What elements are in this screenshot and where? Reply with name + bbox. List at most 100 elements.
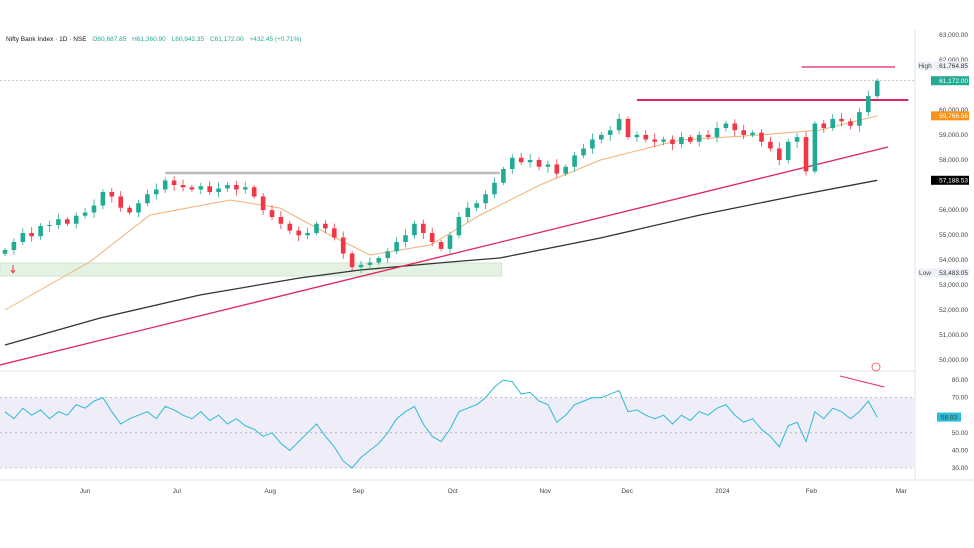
- down-arrow-icon: [10, 265, 16, 274]
- candle: [616, 118, 622, 131]
- time-tick-label: Feb: [806, 488, 818, 495]
- candle: [332, 228, 337, 238]
- candle: [340, 237, 346, 254]
- candle: [225, 185, 230, 189]
- candle: [652, 139, 657, 142]
- price-tick-label: 58,000.00: [939, 157, 968, 164]
- candle: [376, 258, 382, 263]
- candle: [2, 250, 8, 254]
- candle: [581, 148, 586, 156]
- rsi-tick-label: 40.00: [952, 447, 969, 454]
- candle: [874, 80, 880, 97]
- candle: [679, 137, 684, 144]
- candle: [198, 186, 204, 190]
- price-tick-label: 55,000.00: [939, 232, 968, 239]
- candle: [830, 118, 835, 128]
- price-tick-label: 52,000.00: [939, 307, 968, 314]
- candle: [599, 134, 604, 140]
- ma-slow-badge: 57,188.53: [939, 178, 968, 185]
- candle: [358, 264, 364, 268]
- last-price-badge: 61,172.00: [939, 78, 968, 85]
- candle: [171, 180, 177, 185]
- candle: [234, 185, 239, 190]
- candle: [438, 242, 444, 249]
- open-value: O60,687.85: [92, 36, 127, 43]
- time-tick-label: Jul: [173, 488, 182, 495]
- ma-fast-badge: 59,766.56: [939, 113, 968, 120]
- candle: [750, 132, 755, 135]
- candle: [554, 164, 560, 174]
- price-tick-label: 63,000.00: [939, 32, 968, 39]
- candle: [688, 137, 693, 142]
- candle: [385, 251, 390, 258]
- rsi-tick-label: 50.00: [952, 430, 969, 437]
- rising-trendline: [0, 146, 889, 366]
- candle: [670, 139, 675, 144]
- candle: [510, 157, 515, 169]
- candle: [207, 186, 212, 192]
- candle: [216, 188, 221, 192]
- price-tick-label: 56,000.00: [939, 207, 968, 214]
- close-value: C61,172.00: [209, 36, 244, 43]
- candle: [323, 223, 328, 229]
- candle: [73, 215, 79, 224]
- candle: [180, 185, 186, 188]
- price-tick-label: 60,000.00: [939, 107, 968, 114]
- candle: [296, 230, 301, 236]
- candle: [501, 169, 506, 183]
- candle: [643, 134, 649, 140]
- high-badge-tag: High: [918, 63, 932, 70]
- price-tick-label: 59,000.00: [939, 132, 968, 139]
- ma-slow-line: [4, 179, 878, 346]
- rsi-tick-label: 30.00: [952, 465, 969, 472]
- event-flag-icon: [871, 362, 881, 372]
- rsi-tick-label: 80.00: [952, 377, 969, 384]
- candle: [857, 112, 862, 126]
- candle: [518, 157, 524, 163]
- candle: [732, 123, 738, 131]
- candle: [777, 148, 782, 160]
- candle: [65, 219, 70, 224]
- candle: [20, 233, 26, 242]
- demand-zone: [0, 262, 503, 277]
- high-badge-bg: [931, 61, 969, 71]
- time-tick-label: Dec: [621, 488, 633, 495]
- candle: [465, 207, 471, 217]
- rsi-line: [4, 379, 878, 469]
- candle: [82, 212, 88, 216]
- candle: [590, 139, 595, 149]
- candle: [803, 137, 809, 172]
- candle: [492, 182, 497, 195]
- candle: [305, 233, 310, 236]
- candle: [545, 164, 551, 167]
- price-tick-label: 50,000.00: [939, 357, 968, 364]
- candle: [100, 192, 106, 206]
- candle: [47, 225, 52, 226]
- candle: [759, 132, 764, 142]
- candle: [456, 217, 462, 236]
- candle: [154, 189, 159, 195]
- low-badge-tag-bg: [918, 268, 932, 278]
- symbol-title: Nifty Bank Index · 1D · NSE: [6, 36, 87, 43]
- candle: [848, 121, 853, 126]
- ma-fast-badge-bg: [931, 111, 969, 121]
- time-tick-label: Jun: [80, 488, 91, 495]
- high-value: H61,360.90: [132, 36, 166, 43]
- candle: [572, 155, 577, 167]
- candle: [91, 205, 97, 213]
- candle: [412, 223, 417, 236]
- candle: [447, 235, 453, 249]
- candle: [29, 233, 34, 237]
- candle: [56, 219, 61, 225]
- rsi-badge-bg: [937, 412, 961, 422]
- rsi-badge: 58.93: [941, 414, 958, 421]
- change-value: +432.45 (+0.71%): [249, 36, 302, 43]
- candle: [821, 123, 827, 128]
- low-badge-bg: [931, 268, 969, 278]
- rsi-band: [0, 397, 915, 468]
- candle: [403, 235, 408, 242]
- candle: [349, 253, 355, 268]
- price-tick-label: 54,000.00: [939, 257, 968, 264]
- candle: [866, 96, 871, 113]
